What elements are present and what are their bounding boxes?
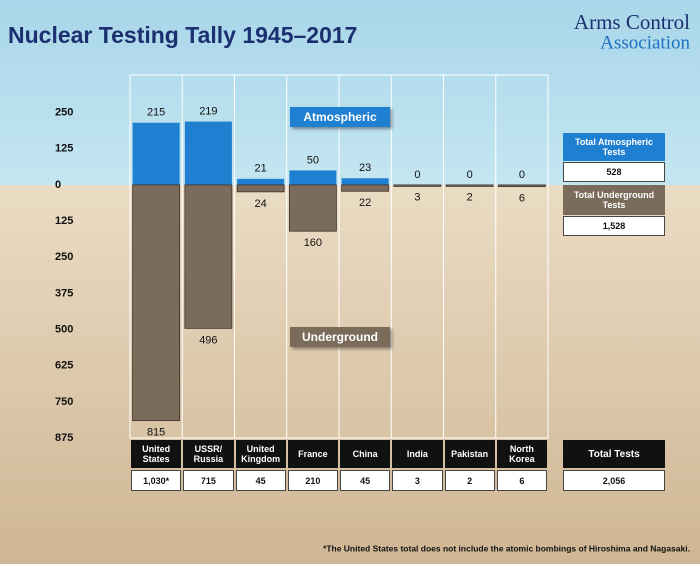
data-label: 23 bbox=[359, 162, 371, 174]
category-label: United States bbox=[131, 440, 182, 468]
data-label: 2 bbox=[467, 191, 473, 203]
summary-value: 1,528 bbox=[563, 216, 665, 236]
data-label: 21 bbox=[255, 163, 267, 175]
y-tick-label: 875 bbox=[55, 432, 73, 444]
bar bbox=[184, 184, 233, 329]
bar bbox=[341, 184, 390, 192]
legend-label: Atmospheric bbox=[290, 107, 390, 127]
bar bbox=[132, 122, 180, 185]
bar bbox=[445, 184, 494, 187]
data-label: 0 bbox=[467, 169, 473, 181]
data-label: 815 bbox=[147, 427, 165, 439]
data-label: 160 bbox=[304, 237, 322, 249]
data-label: 24 bbox=[255, 198, 267, 210]
category-label: USSR/ Russia bbox=[183, 440, 234, 468]
legend-label: Underground bbox=[290, 327, 390, 347]
category-label: China bbox=[340, 440, 391, 468]
y-tick-label: 0 bbox=[55, 179, 61, 191]
data-label: 6 bbox=[519, 193, 525, 205]
total-cell: 2 bbox=[444, 470, 495, 491]
total-cell: 1,030* bbox=[131, 470, 182, 491]
data-label: 22 bbox=[359, 197, 371, 209]
bar bbox=[289, 170, 337, 185]
data-label: 496 bbox=[199, 334, 217, 346]
summary-label: Total Underground Tests bbox=[563, 185, 665, 215]
data-label: 215 bbox=[147, 107, 165, 119]
footnote: *The United States total does not includ… bbox=[323, 543, 690, 553]
y-tick-label: 375 bbox=[55, 287, 73, 299]
y-tick-label: 750 bbox=[55, 396, 73, 408]
bar bbox=[341, 178, 389, 185]
y-tick-label: 250 bbox=[55, 251, 73, 263]
y-tick-label: 125 bbox=[55, 143, 73, 155]
bar bbox=[184, 121, 232, 185]
category-label: United Kingdom bbox=[235, 440, 286, 468]
total-cell: 715 bbox=[183, 470, 234, 491]
bar bbox=[236, 184, 285, 193]
data-label: 0 bbox=[414, 169, 420, 181]
chart-title: Nuclear Testing Tally 1945–2017 bbox=[8, 22, 357, 48]
data-label: 219 bbox=[199, 105, 217, 117]
total-cell: 45 bbox=[340, 470, 391, 491]
bar bbox=[132, 184, 181, 422]
bar bbox=[288, 184, 337, 232]
data-label: 3 bbox=[414, 192, 420, 204]
y-tick-label: 625 bbox=[55, 360, 73, 372]
total-cell: 45 bbox=[235, 470, 286, 491]
data-label: 0 bbox=[519, 169, 525, 181]
y-tick-label: 125 bbox=[55, 215, 73, 227]
summary-label: Total Atmospheric Tests bbox=[563, 133, 665, 161]
category-label: India bbox=[392, 440, 443, 468]
logo: Association bbox=[600, 32, 690, 53]
total-cell: 210 bbox=[287, 470, 338, 491]
bar bbox=[393, 184, 442, 187]
total-cell: 6 bbox=[496, 470, 547, 491]
y-tick-label: 500 bbox=[55, 323, 73, 335]
summary-label: Total Tests bbox=[563, 440, 665, 468]
category-label: Pakistan bbox=[444, 440, 495, 468]
total-cell: 3 bbox=[392, 470, 443, 491]
summary-value: 528 bbox=[563, 162, 665, 182]
bar bbox=[237, 178, 285, 185]
y-tick-label: 250 bbox=[55, 107, 73, 119]
data-label: 50 bbox=[307, 154, 319, 166]
category-label: North Korea bbox=[496, 440, 547, 468]
category-label: France bbox=[287, 440, 338, 468]
bar bbox=[497, 184, 546, 188]
summary-value: 2,056 bbox=[563, 470, 665, 491]
logo: Arms Control bbox=[574, 10, 690, 34]
